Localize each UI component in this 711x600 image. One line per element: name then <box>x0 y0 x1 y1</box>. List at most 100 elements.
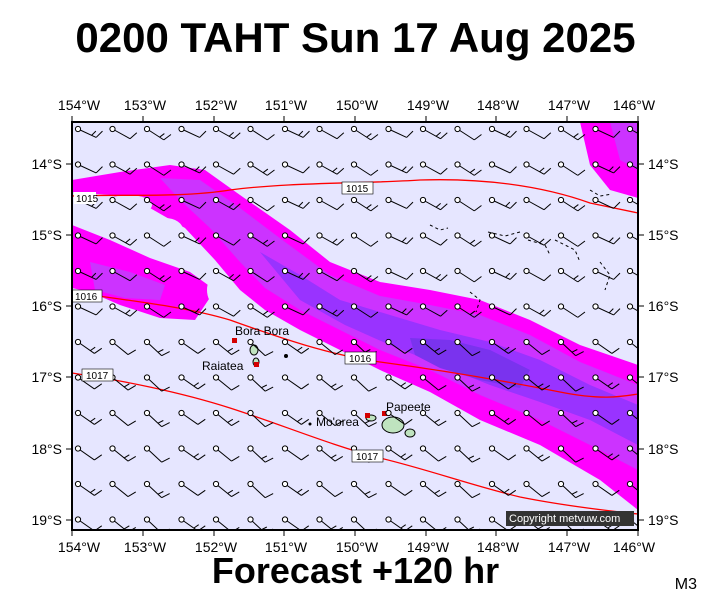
wind-barb-feather <box>509 308 517 316</box>
lat-tick-label: 16°S <box>648 298 679 314</box>
wind-barb-feather <box>233 238 241 246</box>
wind-barb-shaft <box>457 199 475 212</box>
wind-barb-station <box>316 480 323 488</box>
wind-barb-feather <box>543 167 552 175</box>
wind-barb-feather <box>406 272 414 280</box>
wind-barb-station <box>626 374 634 381</box>
wind-barb-feather <box>129 203 138 211</box>
wind-barb-station <box>454 303 461 310</box>
wind-barb-shaft <box>77 448 95 461</box>
lon-tick-label: 146°W <box>613 97 656 113</box>
wind-barb-feather <box>336 167 345 175</box>
wind-barb-feather <box>611 383 620 390</box>
wind-barb-feather <box>297 417 303 423</box>
wind-barb-feather <box>129 238 138 246</box>
wind-barb-shaft <box>491 199 511 209</box>
wind-barb-station <box>385 196 392 204</box>
wind-barb-feather <box>607 382 613 387</box>
wind-barb-station <box>247 374 254 381</box>
wind-barb-shaft <box>181 128 200 138</box>
wind-barb-feather <box>613 272 621 280</box>
isobar-label: 1017 <box>86 371 109 382</box>
wind-barb-feather <box>127 420 137 427</box>
wind-barb-feather <box>302 166 310 174</box>
wind-barb-feather <box>471 422 481 428</box>
place-label-bora-bora: Bora Bora <box>235 324 289 338</box>
wind-barb-feather <box>368 422 377 428</box>
wind-barb-station <box>143 161 151 168</box>
islands <box>232 338 416 438</box>
wind-barb-station <box>488 196 496 204</box>
wind-barb-station <box>419 445 427 452</box>
isobar-label: 1015 <box>346 184 369 195</box>
wind-barb-feather <box>370 240 379 247</box>
wind-barb-feather <box>643 203 648 207</box>
wind-barb-feather <box>125 238 131 244</box>
wind-barb-station <box>212 516 220 523</box>
wind-barb-feather <box>334 456 344 462</box>
wind-barb-shaft <box>319 128 338 140</box>
wind-barb-shaft <box>457 519 470 530</box>
wind-barb-shaft <box>284 235 304 245</box>
wind-barb-station <box>143 516 151 523</box>
wind-barb-station <box>592 480 599 488</box>
wind-barb-shaft <box>112 235 131 246</box>
wind-barb-shaft <box>319 483 336 497</box>
wind-barb-feather <box>123 454 130 459</box>
wind-barb-shaft <box>457 128 475 141</box>
wind-barb-station <box>419 480 427 488</box>
wind-barb-feather <box>199 166 207 174</box>
wind-barb-station <box>557 303 565 310</box>
wind-barb-station <box>385 445 392 452</box>
wind-barb-station <box>592 374 599 381</box>
wind-barb-station <box>488 480 496 488</box>
wind-barb-station <box>626 338 634 346</box>
wind-barb-feather <box>440 274 448 282</box>
wind-barb-shaft <box>250 235 268 247</box>
wind-barb-feather <box>643 274 648 278</box>
wind-barb-station <box>350 267 358 275</box>
wind-barb-feather <box>543 309 552 317</box>
wind-barb-feather <box>264 457 274 463</box>
wind-barb-station <box>454 338 461 346</box>
wind-barb-station <box>316 445 323 452</box>
wind-barb-feather <box>264 351 274 357</box>
wind-barb-station <box>281 303 289 310</box>
wind-barb-feather <box>334 385 344 391</box>
wind-barb-shaft <box>146 128 165 141</box>
wind-barb-feather <box>575 493 584 499</box>
reef-outlines <box>429 189 613 313</box>
wind-barb-feather <box>227 489 234 494</box>
wind-barb-feather <box>94 454 103 461</box>
isobar-labels: 1015 1015 1016 1016 1017 1017 <box>71 181 384 463</box>
wind-barb-shaft <box>215 412 232 426</box>
wind-barb-shaft <box>595 164 614 174</box>
copyright-box <box>506 511 634 526</box>
wind-barb-feather <box>400 453 406 458</box>
lon-tick-label: 153°W <box>124 97 167 113</box>
wind-barb-feather <box>608 166 614 172</box>
wind-barb-station <box>178 338 185 346</box>
wind-barb-shaft <box>629 164 638 170</box>
wind-barb-shaft <box>491 341 509 354</box>
wind-barb-feather <box>613 130 621 138</box>
wind-barb-shaft <box>112 448 129 462</box>
wind-barb-station <box>74 409 82 417</box>
isobar-label: 1016 <box>75 292 98 303</box>
wind-barb-feather <box>297 488 303 494</box>
wind-barb-station <box>557 161 565 168</box>
wind-barb-feather <box>438 385 447 391</box>
wind-barb-feather <box>266 311 275 318</box>
wind-barb-station <box>592 338 599 346</box>
wind-barb-shaft <box>491 412 509 425</box>
wind-barb-feather <box>197 383 206 390</box>
wind-barb-feather <box>404 383 413 390</box>
lon-tick-label: 147°W <box>548 539 591 555</box>
wind-barb-feather <box>468 384 475 389</box>
wind-barb-shaft <box>181 270 200 280</box>
wind-barb-station <box>454 445 461 452</box>
wind-barb-feather <box>199 201 207 209</box>
wind-barb-shaft <box>77 341 95 354</box>
wind-barb-feather <box>613 308 621 316</box>
wind-barb-feather <box>611 489 620 496</box>
